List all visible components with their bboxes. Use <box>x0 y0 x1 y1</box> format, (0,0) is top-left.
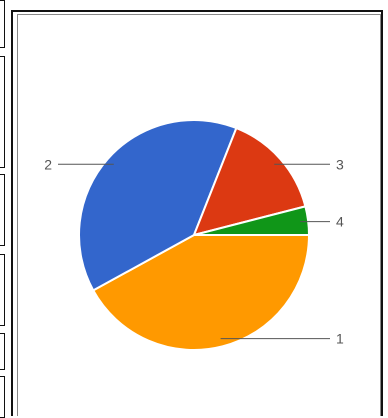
slice-label-1: 1 <box>336 331 344 347</box>
edge-segment <box>0 333 5 370</box>
chart-panel-inner <box>17 14 381 416</box>
pie-slice-1 <box>91 234 311 351</box>
slice-label-4: 4 <box>336 214 344 230</box>
edge-segment <box>0 0 5 48</box>
slice-label-2: 2 <box>44 156 52 172</box>
edge-segment <box>0 254 5 326</box>
pie-slice-3 <box>192 126 307 237</box>
page-edge-strip <box>0 0 6 418</box>
pie-slice-2 <box>78 119 238 292</box>
edge-segment <box>0 56 5 168</box>
edge-segment <box>0 174 5 246</box>
pie-slice-4 <box>193 205 311 236</box>
slice-label-3: 3 <box>336 156 344 172</box>
